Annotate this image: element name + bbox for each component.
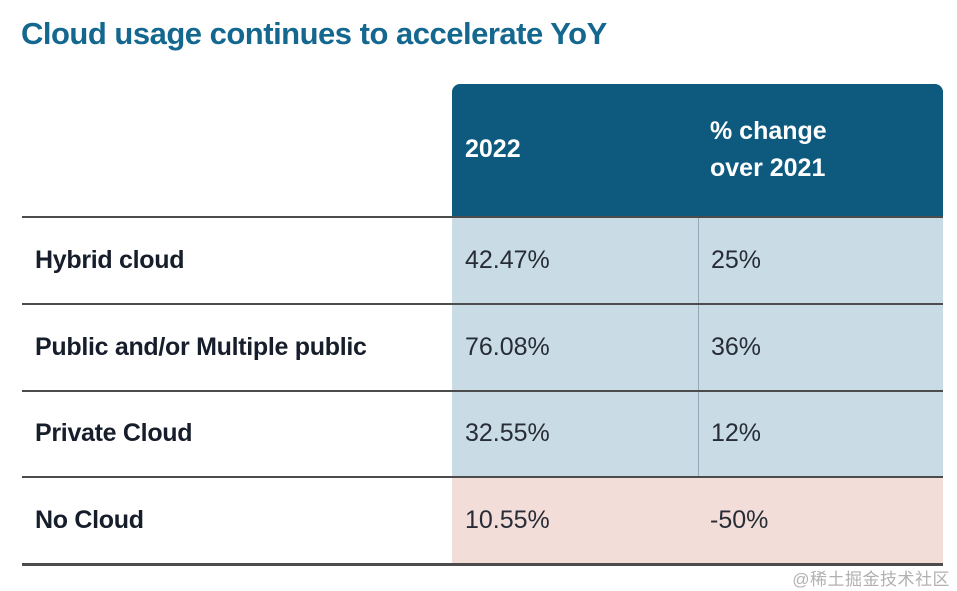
table-header-row: 2022 % change over 2021 bbox=[22, 84, 943, 216]
column-header-2022: 2022 bbox=[465, 135, 521, 164]
value-change: 12% bbox=[698, 391, 943, 477]
table-header-block: 2022 % change over 2021 bbox=[452, 84, 943, 216]
table-row-private-cloud: Private Cloud 32.55% 12% bbox=[22, 389, 943, 477]
header-spacer bbox=[22, 84, 452, 216]
row-label: Public and/or Multiple public bbox=[35, 332, 367, 361]
table-row-no-cloud: No Cloud 10.55% -50% bbox=[22, 476, 943, 563]
row-label: No Cloud bbox=[35, 506, 144, 535]
value-2022: 76.08% bbox=[452, 304, 698, 390]
value-2022: 10.55% bbox=[452, 478, 698, 563]
page-title: Cloud usage continues to accelerate YoY bbox=[21, 16, 607, 51]
row-label: Private Cloud bbox=[35, 419, 193, 448]
value-change: -50% bbox=[698, 478, 943, 563]
value-change: 25% bbox=[698, 218, 943, 303]
value-2022: 42.47% bbox=[452, 218, 698, 303]
watermark: @稀土掘金技术社区 bbox=[792, 570, 950, 589]
row-label: Hybrid cloud bbox=[35, 245, 185, 274]
table-row-hybrid-cloud: Hybrid cloud 42.47% 25% bbox=[22, 216, 943, 303]
cloud-usage-table: 2022 % change over 2021 Hybrid cloud 42.… bbox=[22, 84, 943, 566]
table-body: Hybrid cloud 42.47% 25% Public and/or Mu… bbox=[22, 216, 943, 566]
table-row-public-cloud: Public and/or Multiple public 76.08% 36% bbox=[22, 302, 943, 390]
column-header-change: % change over 2021 bbox=[710, 116, 827, 183]
value-change: 36% bbox=[698, 304, 943, 390]
value-2022: 32.55% bbox=[452, 391, 698, 477]
